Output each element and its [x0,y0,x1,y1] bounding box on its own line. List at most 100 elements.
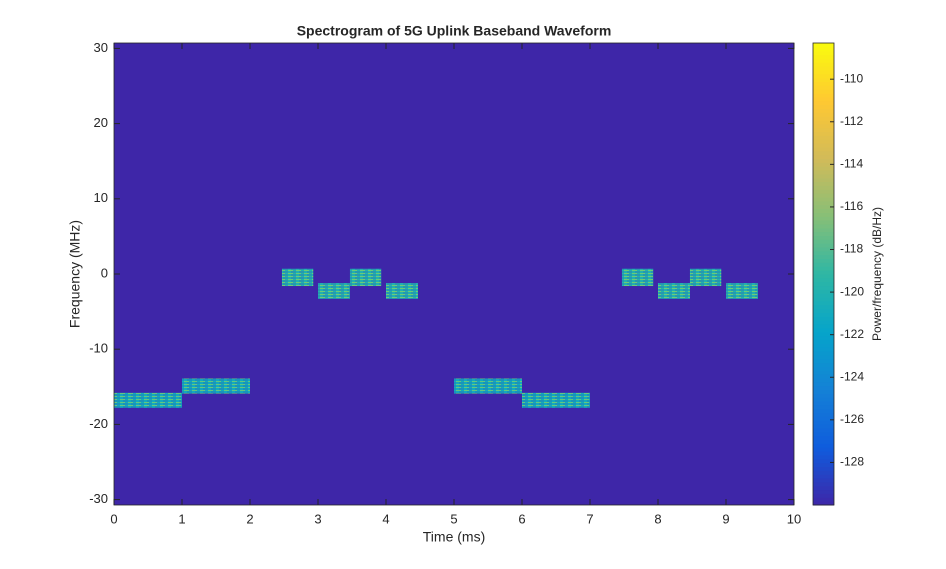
x-axis-label: Time (ms) [423,529,485,545]
colorbar-gradient [813,170,834,175]
chart-title: Spectrogram of 5G Uplink Baseband Wavefo… [297,23,612,39]
y-tick-label: -30 [89,491,108,506]
colorbar-gradient [813,62,834,67]
colorbar-gradient [813,347,834,352]
colorbar-gradient [813,197,834,202]
colorbar-gradient [813,443,834,448]
colorbar-gradient [813,116,834,121]
colorbar-gradient [813,127,834,133]
x-tick-label: 4 [382,511,389,526]
colorbar-gradient [813,220,834,225]
colorbar-label: Power/frequency (dB/Hz) [870,207,884,341]
colorbar-gradient [813,270,834,275]
colorbar-tick-label: -110 [840,71,863,85]
colorbar-gradient [813,212,834,217]
colorbar-gradient [813,481,834,487]
block-texture [281,268,314,287]
colorbar-gradient [813,327,834,333]
colorbar-gradient [813,135,834,140]
block-texture [726,283,758,299]
colorbar-gradient [813,381,834,387]
colorbar-gradient [813,266,834,271]
colorbar-gradient [813,274,834,279]
colorbar-gradient [813,485,834,491]
colorbar-gradient [813,189,834,194]
colorbar-gradient [813,193,834,198]
x-tick-label: 5 [450,511,457,526]
colorbar-gradient [813,431,834,437]
colorbar-gradient [813,239,834,244]
colorbar-gradient [813,412,834,417]
block-texture [689,268,722,287]
colorbar-tick-label: -118 [840,242,863,256]
y-axis-label: Frequency (MHz) [67,220,83,328]
colorbar-gradient [813,474,834,479]
colorbar-gradient [813,77,834,82]
colorbar-gradient [813,162,834,167]
colorbar-gradient [813,316,834,321]
colorbar-gradient [813,458,834,464]
colorbar-gradient [813,435,834,441]
colorbar-gradient [813,335,834,340]
x-tick-label: 1 [178,511,185,526]
plot-background [114,43,794,505]
block-texture [454,378,522,394]
colorbar-gradient [813,104,834,109]
colorbar-gradient [813,343,834,348]
x-tick-label: 6 [518,511,525,526]
colorbar-gradient [813,235,834,240]
colorbar-gradient [813,66,834,71]
colorbar-gradient [813,250,834,256]
x-tick-label: 7 [586,511,593,526]
colorbar-gradient [813,258,834,263]
y-tick-label: 20 [94,115,108,130]
block-texture [349,268,382,287]
colorbar-gradient [813,139,834,144]
colorbar-gradient [813,358,834,364]
colorbar-gradient [813,377,834,383]
colorbar-gradient [813,200,834,206]
y-tick-label: 10 [94,190,108,205]
colorbar-gradient [813,439,834,444]
colorbar-tick-label: -112 [840,114,863,128]
colorbar-gradient [813,146,834,152]
colorbar-gradient [813,154,834,159]
block-texture [182,378,250,394]
x-tick-label: 3 [314,511,321,526]
colorbar-gradient [813,285,834,290]
colorbar-tick-label: -120 [840,284,864,298]
colorbar-gradient [813,308,834,313]
colorbar-gradient [813,54,834,59]
colorbar-gradient [813,300,834,306]
colorbar-gradient [813,489,834,494]
colorbar-gradient [813,304,834,310]
colorbar-gradient [813,497,834,502]
colorbar-gradient [813,493,834,498]
x-tick-label: 10 [787,511,801,526]
block-texture [114,392,182,408]
colorbar-gradient [813,243,834,248]
colorbar-gradient [813,277,834,283]
colorbar-gradient [813,227,834,233]
colorbar-gradient [813,247,834,252]
colorbar-gradient [813,389,834,394]
colorbar-gradient [813,428,834,433]
colorbar-gradient [813,339,834,344]
colorbar-gradient [813,204,834,210]
colorbar-gradient [813,143,834,148]
colorbar-gradient [813,351,834,356]
colorbar-gradient [813,223,834,229]
colorbar-gradient [813,120,834,125]
colorbar-gradient [813,173,834,179]
colorbar-gradient [813,158,834,163]
colorbar-gradient [813,123,834,129]
colorbar-gradient [813,85,834,90]
colorbar-gradient [813,397,834,402]
colorbar-tick-label: -124 [840,369,864,383]
y-tick-label: 30 [94,40,108,55]
colorbar-gradient [813,362,834,367]
colorbar-gradient [813,43,834,48]
x-tick-label: 9 [722,511,729,526]
